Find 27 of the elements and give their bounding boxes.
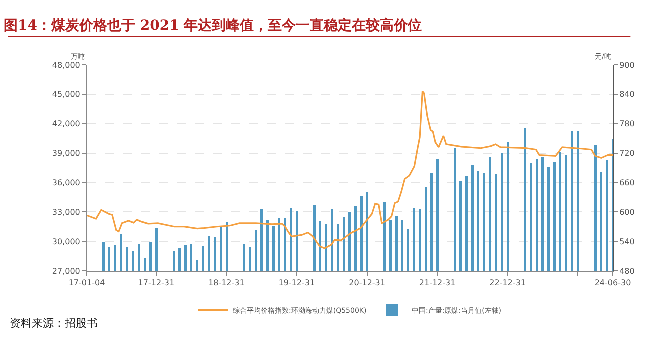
y-tick-label: 48,000 bbox=[52, 60, 80, 70]
text: 资料来源：招股书 bbox=[10, 317, 98, 330]
x-tick-label: 21-12-31 bbox=[419, 278, 456, 288]
y2-tick-label: 600 bbox=[620, 208, 635, 217]
x-tick-label: 17-12-31 bbox=[138, 278, 175, 288]
y-tick-label: 30,000 bbox=[52, 237, 80, 246]
line-series bbox=[87, 90, 613, 250]
y2-tick-label: 840 bbox=[620, 90, 635, 100]
y2-tick-label: 480 bbox=[620, 266, 635, 276]
chart-title: 图14：煤炭价格也于 2021 年达到峰值，至今一直稳定在较高价位 bbox=[4, 17, 422, 34]
x-tick-label: 24-06-30 bbox=[594, 278, 632, 288]
y-tick-label: 27,000 bbox=[52, 266, 80, 276]
x-tick-label: 18-12-31 bbox=[208, 278, 245, 288]
y2-tick-label: 540 bbox=[620, 237, 635, 246]
y-tick-label: 45,000 bbox=[52, 90, 80, 100]
x-tick-label: 17-01-04 bbox=[68, 278, 106, 288]
x-tick-label: 20-12-31 bbox=[349, 278, 386, 288]
x-tick-label: 22-12-31 bbox=[490, 278, 526, 288]
y-tick-label: 42,000 bbox=[52, 120, 80, 129]
y2-tick-label: 660 bbox=[620, 178, 635, 188]
y2-tick-label: 720 bbox=[620, 149, 635, 158]
x-tick-label: 19-12-31 bbox=[278, 278, 316, 288]
y2-tick-label: 900 bbox=[620, 60, 635, 70]
y-tick-label: 36,000 bbox=[52, 178, 80, 188]
y-tick-label: 33,000 bbox=[52, 208, 80, 217]
y2-tick-label: 780 bbox=[620, 120, 635, 129]
y-tick-label: 39,000 bbox=[52, 149, 80, 158]
